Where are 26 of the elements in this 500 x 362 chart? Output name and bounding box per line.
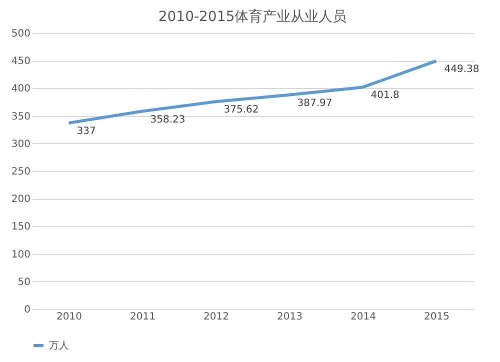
x-tick-label: 2011 <box>130 312 156 322</box>
chart-title: 2010-2015体育产业从业人员 <box>158 8 347 25</box>
data-label: 449.38 <box>444 64 480 75</box>
line-series <box>67 59 438 124</box>
y-tick-label: 150 <box>11 222 30 233</box>
y-tick-label: 200 <box>11 194 30 206</box>
y-tick-label: 450 <box>11 56 30 68</box>
y-tick-label: 350 <box>11 111 30 122</box>
y-tick-label: 400 <box>11 84 30 95</box>
data-label: 358.23 <box>150 114 186 126</box>
x-tick-label: 2013 <box>277 312 302 322</box>
data-label: 375.62 <box>224 104 259 116</box>
y-tick-label: 50 <box>18 276 30 288</box>
y-tick-label: 0 <box>24 304 30 316</box>
y-tick-label: 300 <box>11 138 30 150</box>
data-label: 401.8 <box>370 90 400 102</box>
y-tick-label: 500 <box>11 28 30 40</box>
x-tick-label: 2014 <box>350 312 376 322</box>
x-tick-label: 2010 <box>56 312 82 322</box>
legend-label: 万人 <box>49 340 69 352</box>
x-tick-label: 2015 <box>424 312 450 322</box>
data-label: 337 <box>76 126 96 137</box>
y-tick-label: 250 <box>11 166 30 178</box>
x-tick-label: 2012 <box>204 312 229 322</box>
data-label: 387.97 <box>297 98 332 109</box>
y-tick-label: 100 <box>11 249 30 260</box>
